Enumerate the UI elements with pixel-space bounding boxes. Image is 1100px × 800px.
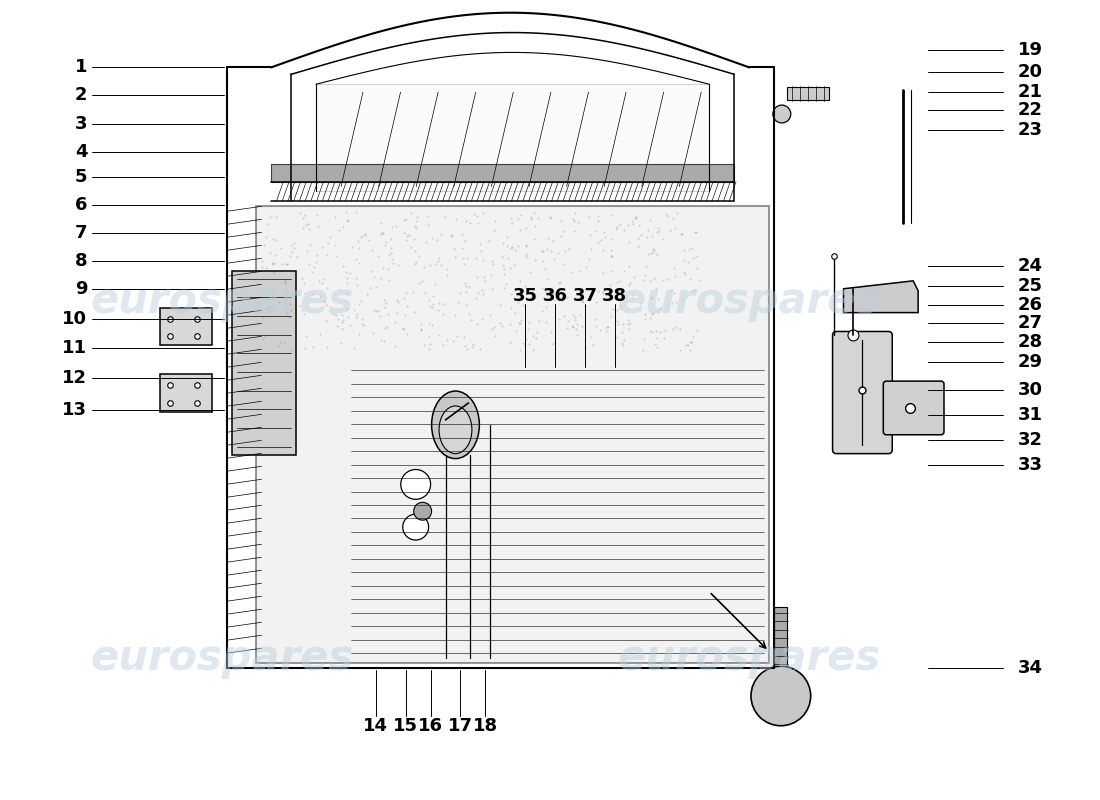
Text: 1: 1 [75, 58, 87, 76]
Text: 23: 23 [1018, 121, 1043, 139]
Text: 31: 31 [1018, 406, 1043, 424]
Text: 8: 8 [75, 252, 87, 270]
Text: 22: 22 [1018, 101, 1043, 119]
Text: 28: 28 [1018, 334, 1043, 351]
Text: 18: 18 [473, 717, 498, 734]
Bar [272, 164, 734, 182]
Ellipse shape [439, 406, 472, 454]
Polygon shape [256, 206, 769, 663]
Text: 3: 3 [75, 115, 87, 133]
Circle shape [751, 666, 811, 726]
Text: 25: 25 [1018, 277, 1043, 294]
Text: 32: 32 [1018, 430, 1043, 449]
Text: 12: 12 [63, 369, 87, 387]
Text: eurospares: eurospares [90, 637, 353, 679]
Text: eurospares: eurospares [617, 637, 881, 679]
Text: 26: 26 [1018, 296, 1043, 314]
Text: 20: 20 [1018, 63, 1043, 82]
Text: 2: 2 [75, 86, 87, 104]
Text: 19: 19 [1018, 42, 1043, 59]
Text: 14: 14 [363, 717, 388, 734]
Text: 38: 38 [602, 286, 627, 305]
Text: 5: 5 [75, 167, 87, 186]
Bar [160, 374, 211, 412]
Text: 21: 21 [1018, 83, 1043, 101]
Polygon shape [316, 84, 710, 191]
Text: 4: 4 [75, 142, 87, 161]
Text: 15: 15 [393, 717, 418, 734]
Text: 13: 13 [63, 401, 87, 419]
Text: 24: 24 [1018, 257, 1043, 275]
Circle shape [848, 330, 859, 341]
Text: 30: 30 [1018, 381, 1043, 399]
Text: 17: 17 [448, 717, 473, 734]
Bar [160, 308, 211, 346]
Text: 29: 29 [1018, 354, 1043, 371]
Circle shape [414, 502, 431, 520]
Text: 35: 35 [513, 286, 538, 305]
Text: 10: 10 [63, 310, 87, 327]
Circle shape [400, 470, 430, 499]
Polygon shape [844, 281, 918, 313]
Text: 16: 16 [418, 717, 443, 734]
Text: eurospares: eurospares [617, 280, 881, 322]
Text: 27: 27 [1018, 314, 1043, 331]
Text: 36: 36 [542, 286, 568, 305]
Text: 7: 7 [75, 224, 87, 242]
Text: 33: 33 [1018, 455, 1043, 474]
Text: 9: 9 [75, 280, 87, 298]
Bar [774, 606, 788, 666]
Text: 6: 6 [75, 196, 87, 214]
Ellipse shape [431, 391, 480, 458]
Text: 37: 37 [572, 286, 597, 305]
Bar [232, 271, 296, 454]
FancyBboxPatch shape [883, 381, 944, 434]
Text: 11: 11 [63, 339, 87, 358]
Text: 34: 34 [1018, 659, 1043, 677]
Circle shape [403, 514, 429, 540]
FancyBboxPatch shape [833, 331, 892, 454]
Text: eurospares: eurospares [90, 280, 353, 322]
Circle shape [773, 105, 791, 123]
Bar [786, 87, 828, 100]
